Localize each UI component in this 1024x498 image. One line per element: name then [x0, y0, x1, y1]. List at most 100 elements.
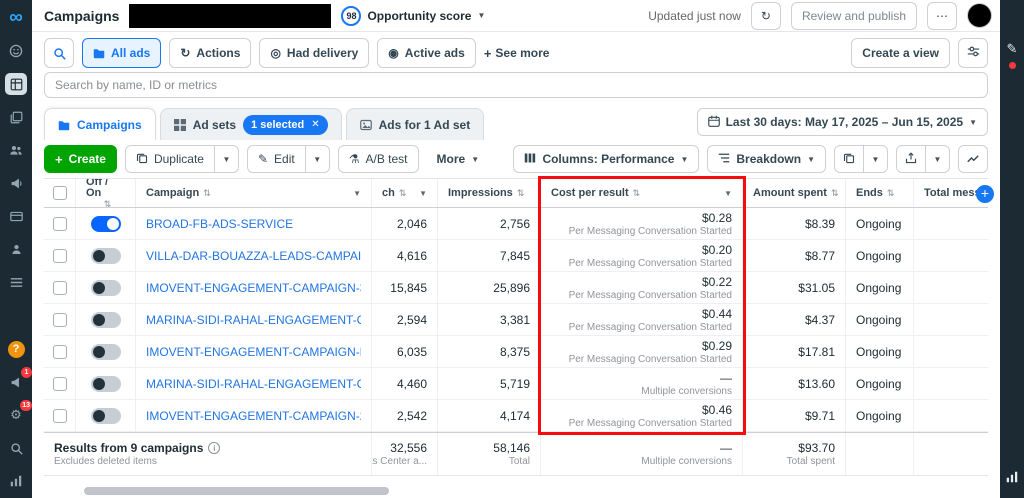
- campaign-link[interactable]: IMOVENT-ENGAGEMENT-CAMPAIGN-3: [146, 280, 361, 295]
- campaign-link[interactable]: IMOVENT-ENGAGEMENT-CAMPAIGN-BUYE...: [146, 344, 361, 359]
- filter-chip-all-ads[interactable]: All ads: [82, 38, 162, 68]
- col-header-campaign[interactable]: Campaign ⇅ ▼: [136, 179, 372, 207]
- row-checkbox[interactable]: [52, 312, 67, 327]
- reporting-chart-icon[interactable]: [1003, 468, 1021, 486]
- tab-ads[interactable]: Ads for 1 Ad set: [345, 108, 485, 140]
- campaigns-table-icon[interactable]: [5, 73, 27, 95]
- campaign-toggle[interactable]: [90, 311, 121, 328]
- review-publish-button[interactable]: Review and publish: [790, 1, 917, 30]
- campaign-link[interactable]: BROAD-FB-ADS-SERVICE: [146, 216, 294, 231]
- campaign-toggle[interactable]: [90, 375, 121, 392]
- amount-spent-cell: $4.37: [743, 304, 846, 335]
- col-header-ends[interactable]: Ends ⇅: [846, 179, 914, 207]
- edit-button[interactable]: ✎ Edit: [246, 145, 306, 173]
- date-range-selector[interactable]: Last 30 days: May 17, 2025 – Jun 15, 202…: [696, 108, 988, 136]
- row-checkbox[interactable]: [52, 248, 67, 263]
- col-header-off-on[interactable]: Off / On ⇅: [76, 179, 136, 207]
- account-user-icon[interactable]: [5, 238, 27, 260]
- filter-chip-actions[interactable]: ↻ Actions: [169, 38, 252, 68]
- breakdown-icon: [718, 152, 730, 167]
- avatar[interactable]: [967, 3, 992, 28]
- see-more-button[interactable]: + See more: [483, 45, 550, 61]
- col-header-total-messaging[interactable]: Total messagi: [924, 187, 988, 199]
- campaign-link[interactable]: MARINA-SIDI-RAHAL-ENGAGEMENT-CAMP...: [146, 312, 361, 327]
- col-header-impressions[interactable]: Impressions ⇅: [438, 179, 541, 207]
- campaign-link[interactable]: VILLA-DAR-BOUAZZA-LEADS-CAMPAIGN: [146, 248, 361, 263]
- campaign-toggle[interactable]: [90, 407, 121, 424]
- notifications-icon[interactable]: 1: [5, 367, 32, 393]
- filter-chip-active-ads[interactable]: ◉ Active ads: [377, 38, 476, 68]
- tab-campaigns[interactable]: Campaigns: [44, 108, 156, 140]
- account-selector-redacted[interactable]: [129, 3, 332, 28]
- campaign-link[interactable]: IMOVENT-ENGAGEMENT-CAMPAIGN-2: [146, 408, 361, 423]
- add-column-button[interactable]: +: [976, 185, 994, 203]
- filter-settings-button[interactable]: [958, 38, 988, 68]
- breakdown-selector[interactable]: Breakdown ▼: [707, 145, 826, 173]
- create-button[interactable]: + Create: [44, 145, 117, 173]
- meta-logo-icon[interactable]: ∞: [9, 7, 23, 28]
- actions-icon: ↻: [180, 46, 191, 60]
- impressions-cell: 25,896: [438, 272, 541, 303]
- select-all-checkbox[interactable]: [52, 186, 67, 200]
- chevron-down-icon: ▼: [807, 154, 815, 164]
- row-checkbox[interactable]: [52, 376, 67, 391]
- ab-test-button[interactable]: ⚗ A/B test: [337, 145, 419, 173]
- all-tools-menu-icon[interactable]: [5, 271, 27, 293]
- campaign-toggle[interactable]: [90, 247, 121, 264]
- opportunity-score[interactable]: 98 Opportunity score ▼: [341, 5, 485, 26]
- col-header-amount-spent[interactable]: Amount spent ⇅: [743, 179, 846, 207]
- filter-search-button[interactable]: [44, 38, 74, 68]
- duplicate-button[interactable]: Duplicate: [124, 145, 215, 173]
- copy-icon: [136, 152, 148, 167]
- edit-dropdown[interactable]: ▼: [305, 145, 330, 173]
- cost-per-result-cell: $0.22 Per Messaging Conversation Started: [541, 272, 743, 303]
- export-icon: [905, 151, 917, 167]
- billing-icon[interactable]: [5, 205, 27, 227]
- columns-selector[interactable]: Columns: Performance ▼: [513, 145, 700, 173]
- plus-icon: +: [483, 45, 492, 61]
- campaign-toggle[interactable]: [90, 215, 121, 232]
- duplicate-dropdown[interactable]: ▼: [214, 145, 239, 173]
- main-content: Campaigns 98 Opportunity score ▼ Updated…: [32, 0, 1000, 498]
- export-dropdown[interactable]: ▼: [926, 145, 950, 173]
- ads-megaphone-icon[interactable]: [5, 172, 27, 194]
- audiences-icon[interactable]: [5, 139, 27, 161]
- clear-selection-icon[interactable]: ✕: [311, 119, 320, 130]
- create-view-button[interactable]: Create a view: [851, 38, 950, 68]
- help-icon[interactable]: ?: [5, 338, 27, 360]
- row-checkbox[interactable]: [52, 216, 67, 231]
- settings-gear-icon[interactable]: ⚙ 13: [10, 400, 32, 422]
- reports-dropdown[interactable]: ▼: [864, 145, 888, 173]
- col-header-reach[interactable]: ch ⇅ ▼: [372, 179, 438, 207]
- col-header-cost-per-result[interactable]: Cost per result ⇅ ▼: [541, 179, 743, 207]
- account-overview-icon[interactable]: [5, 40, 27, 62]
- edit-pencil-icon[interactable]: ✎: [1006, 41, 1018, 56]
- refresh-button[interactable]: ↻: [750, 1, 781, 30]
- campaign-toggle[interactable]: [90, 279, 121, 296]
- delivery-icon: ◎: [270, 46, 281, 60]
- more-menu-button[interactable]: ⋯: [927, 1, 957, 30]
- more-button[interactable]: More ▼: [427, 145, 490, 173]
- view-charts-button[interactable]: [958, 145, 988, 173]
- export-button[interactable]: [896, 145, 926, 173]
- filter-chip-had-delivery[interactable]: ◎ Had delivery: [259, 38, 370, 68]
- campaign-toggle[interactable]: [90, 343, 121, 360]
- row-checkbox[interactable]: [52, 408, 67, 423]
- notification-dot-icon: [1008, 62, 1016, 69]
- info-icon[interactable]: i: [208, 442, 221, 454]
- scrollbar-thumb[interactable]: [84, 487, 389, 495]
- total-messaging-cell: [914, 304, 988, 335]
- insights-bars-icon[interactable]: [5, 470, 27, 492]
- rail-search-icon[interactable]: [5, 437, 27, 459]
- reports-button[interactable]: [834, 145, 864, 173]
- campaign-link[interactable]: MARINA-SIDI-RAHAL-ENGAGEMENT-CAMP...: [146, 376, 361, 391]
- search-input[interactable]: [55, 78, 977, 92]
- pages-icon[interactable]: [5, 106, 27, 128]
- tab-ad-sets[interactable]: Ad sets 1 selected ✕: [159, 108, 342, 140]
- cost-per-result-cell: $0.46 Per Messaging Conversation Started: [541, 400, 743, 431]
- footer-spent-total: $93.70: [798, 441, 835, 455]
- results-summary-sub: Excludes deleted items: [54, 456, 157, 467]
- row-checkbox[interactable]: [52, 280, 67, 295]
- row-checkbox[interactable]: [52, 344, 67, 359]
